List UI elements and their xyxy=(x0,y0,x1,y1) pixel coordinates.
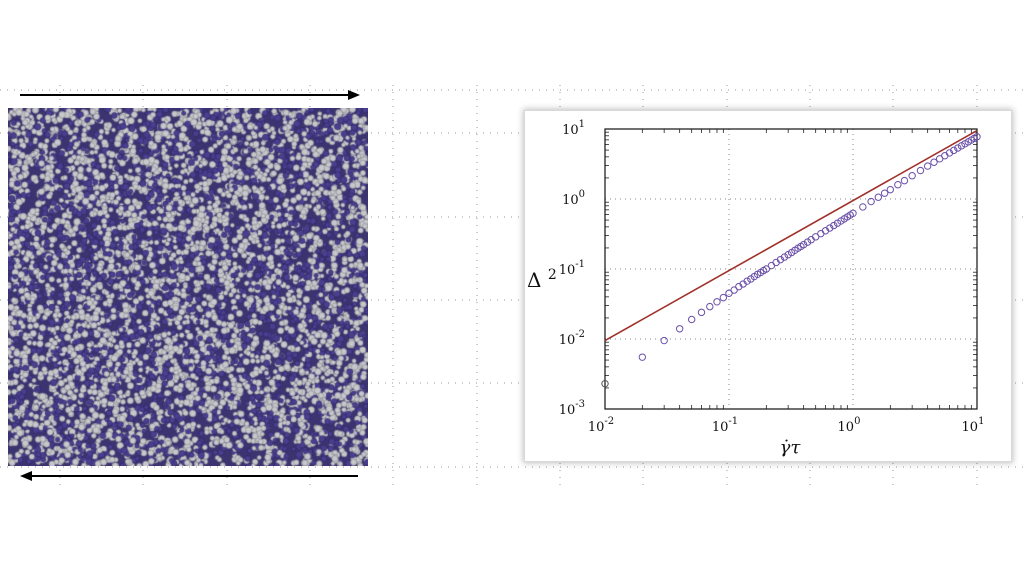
data-point xyxy=(908,172,916,180)
x-tick-label-1: 10-1 xyxy=(712,416,738,435)
data-point xyxy=(799,240,808,249)
data-point xyxy=(849,209,857,217)
data-point xyxy=(743,277,751,285)
right-arrow-icon xyxy=(20,90,360,100)
data-point xyxy=(776,255,785,264)
data-point xyxy=(687,315,696,324)
x-tick-label-2: 100 xyxy=(838,416,861,435)
data-point xyxy=(867,197,875,206)
data-point xyxy=(638,353,647,361)
data-point xyxy=(730,286,738,294)
data-point xyxy=(811,233,820,241)
data-point xyxy=(697,308,706,317)
y-axis-label: Δ 2 xyxy=(527,267,557,292)
y-tick-label-0: 10-3 xyxy=(559,399,585,418)
data-point xyxy=(886,185,895,194)
data-point xyxy=(941,152,949,160)
particle-simulation-snapshot xyxy=(8,108,368,466)
x-axis-label: γ̇τ xyxy=(780,437,802,458)
plot-frame xyxy=(604,128,978,410)
data-point xyxy=(780,253,789,261)
y-axis-label-exp: 2 xyxy=(548,267,557,283)
y-axis-label-base: Δ xyxy=(527,268,541,292)
chart-frame: 10-2 10-1 100 101 10-3 10-2 10-1 100 101 Δ 2 γ̇τ xyxy=(525,111,1011,461)
data-point xyxy=(660,336,668,345)
data-point xyxy=(767,261,776,270)
data-point xyxy=(675,325,684,333)
data-point xyxy=(954,144,962,152)
data-point xyxy=(930,158,938,166)
y-tick-label-1: 10-2 xyxy=(559,329,585,348)
data-point xyxy=(601,379,609,388)
data-point xyxy=(894,181,902,189)
left-arrow-icon xyxy=(20,471,358,481)
data-point xyxy=(900,176,909,185)
y-tick-label-2: 10-1 xyxy=(559,259,585,278)
data-point xyxy=(880,189,889,197)
data-point xyxy=(803,238,812,246)
data-point xyxy=(973,133,981,141)
data-point xyxy=(859,203,867,211)
x-tick-label-3: 101 xyxy=(962,416,985,435)
data-point xyxy=(874,193,883,201)
data-point xyxy=(762,265,771,273)
data-point xyxy=(826,224,834,232)
data-point xyxy=(923,162,932,170)
data-point xyxy=(706,302,714,311)
x-tick-label-0: 10-2 xyxy=(588,416,614,435)
data-point xyxy=(950,146,958,155)
data-point xyxy=(719,293,728,302)
data-point xyxy=(830,221,838,230)
data-point xyxy=(725,289,733,297)
y-tick-label-4: 101 xyxy=(562,119,585,138)
data-point xyxy=(817,229,825,238)
fit-line xyxy=(604,129,978,342)
y-tick-label-3: 100 xyxy=(562,189,585,208)
data-point xyxy=(713,298,721,306)
data-point xyxy=(916,166,925,175)
